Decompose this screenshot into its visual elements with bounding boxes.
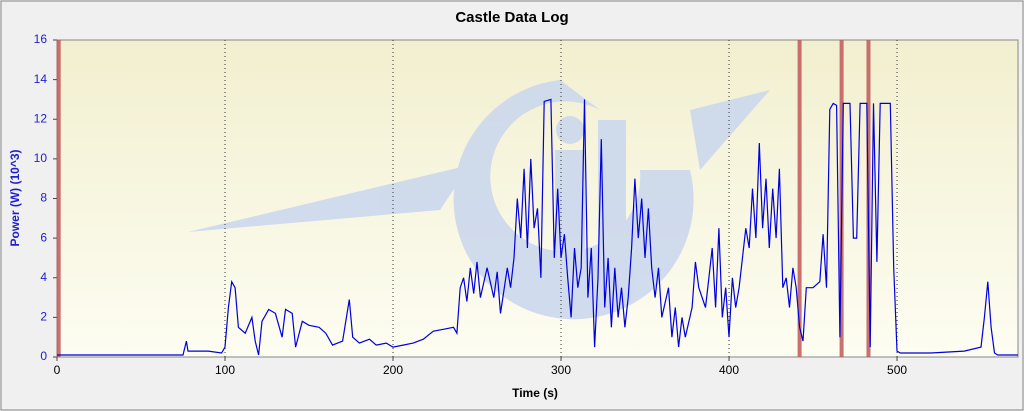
x-tick-label: 500 bbox=[887, 363, 907, 377]
chart-title: Castle Data Log bbox=[455, 9, 568, 26]
x-axis-label: Time (s) bbox=[512, 386, 558, 400]
y-axis-label: Power (W) (10^3) bbox=[8, 149, 22, 246]
y-tick-label: 2 bbox=[40, 310, 47, 324]
event-marker bbox=[797, 40, 802, 357]
y-tick-label: 10 bbox=[34, 151, 48, 165]
x-tick-label: 300 bbox=[551, 363, 571, 377]
y-tick-label: 8 bbox=[40, 191, 47, 205]
x-tick-label: 400 bbox=[719, 363, 739, 377]
event-marker bbox=[56, 40, 61, 357]
x-tick-label: 0 bbox=[54, 363, 61, 377]
y-tick-label: 6 bbox=[40, 230, 47, 244]
y-tick-label: 16 bbox=[34, 32, 48, 46]
x-tick-label: 200 bbox=[383, 363, 403, 377]
y-tick-label: 4 bbox=[40, 270, 47, 284]
data-line bbox=[57, 98, 1018, 356]
y-tick-label: 14 bbox=[34, 72, 48, 86]
x-tick-label: 100 bbox=[215, 363, 235, 377]
y-tick-label: 12 bbox=[34, 111, 48, 125]
y-tick-label: 0 bbox=[40, 349, 47, 363]
